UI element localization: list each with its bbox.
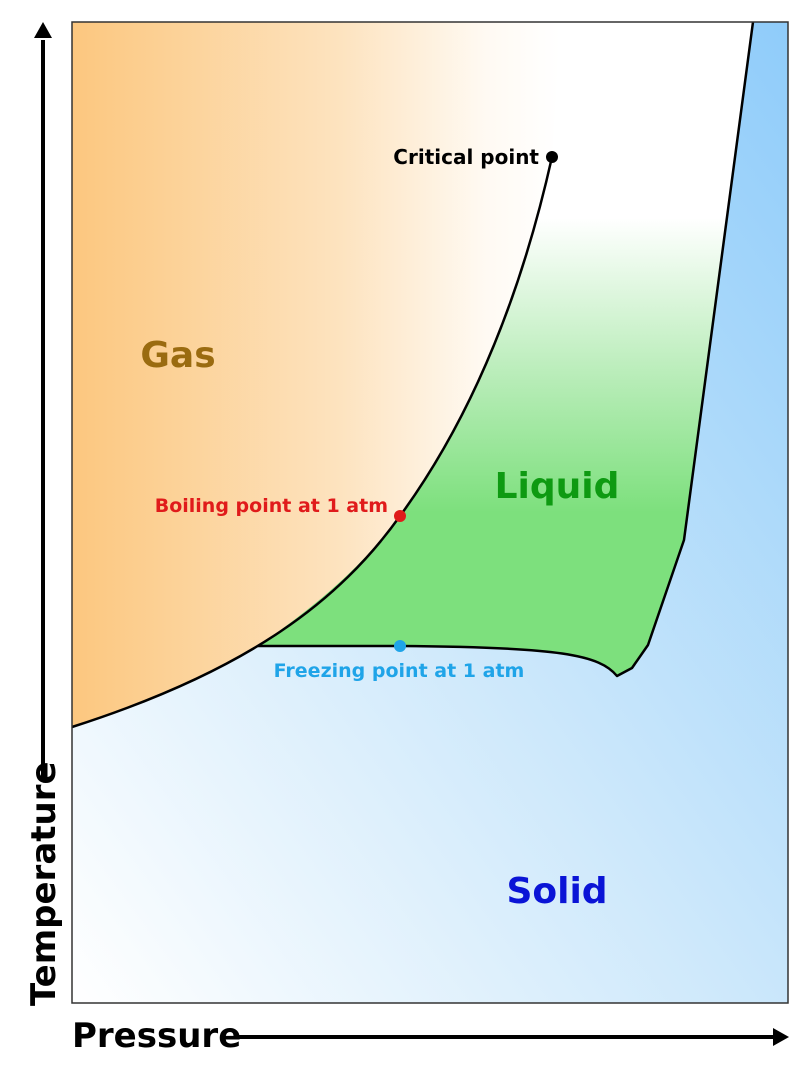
fusion-curve	[258, 21, 755, 678]
x-axis-arrowhead-icon	[773, 1028, 789, 1046]
boiling-point-label: Boiling point at 1 atm	[155, 495, 388, 517]
x-axis-label: Pressure	[72, 1016, 241, 1056]
solid-label: Solid	[506, 871, 607, 912]
plot-frame	[71, 21, 789, 1004]
liquid-label: Liquid	[495, 466, 620, 507]
freezing-point-label: Freezing point at 1 atm	[274, 660, 525, 682]
gas-region	[72, 22, 560, 727]
critical-point-marker	[546, 151, 558, 163]
critical-point-label: Critical point	[393, 145, 539, 169]
liquid-region	[258, 22, 753, 676]
y-axis-label: Temperature	[24, 761, 64, 1006]
boiling-point-marker	[394, 510, 406, 522]
y-axis-arrowhead-icon	[34, 22, 52, 38]
freezing-point-marker	[394, 640, 406, 652]
gas-label: Gas	[140, 335, 215, 376]
